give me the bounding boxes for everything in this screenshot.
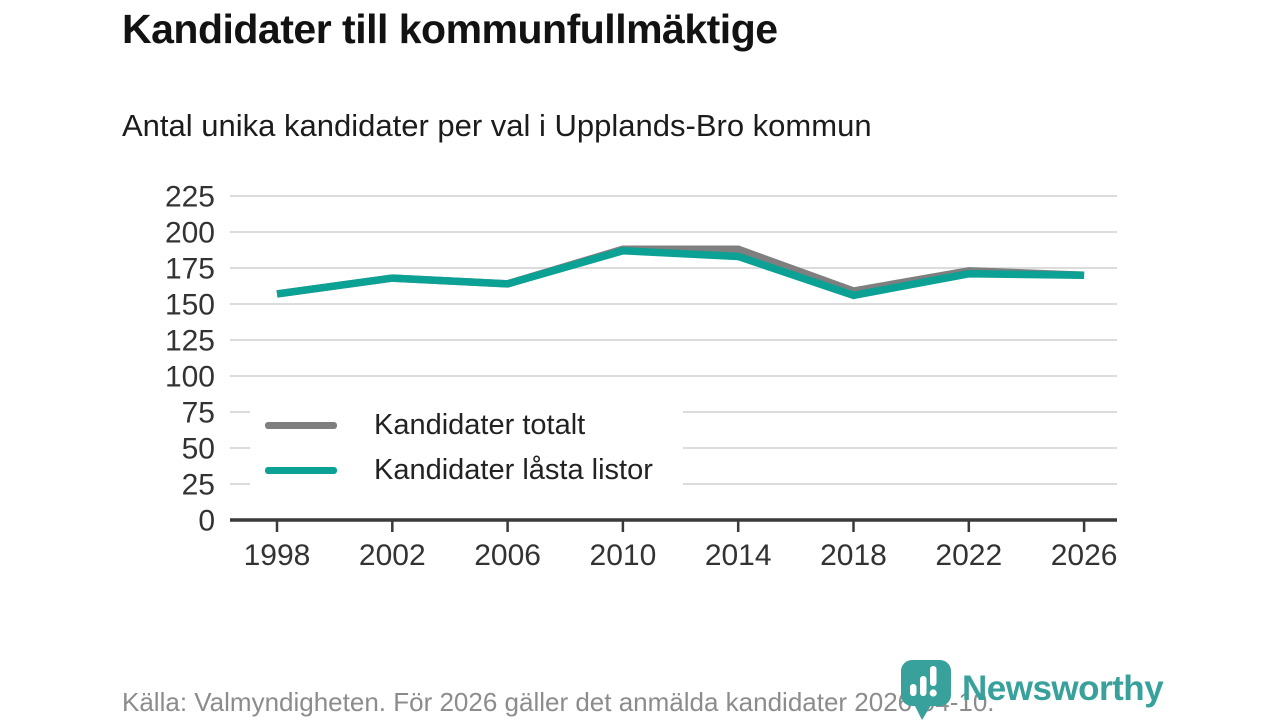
svg-text:1998: 1998 bbox=[244, 539, 311, 572]
legend-label: Kandidater låsta listor bbox=[374, 453, 653, 486]
svg-text:225: 225 bbox=[165, 181, 215, 214]
svg-text:25: 25 bbox=[182, 469, 215, 502]
x-axis-labels: 1998 2002 2006 2010 2014 2018 2022 2026 bbox=[244, 539, 1118, 572]
svg-text:50: 50 bbox=[182, 433, 215, 466]
svg-text:75: 75 bbox=[182, 397, 215, 430]
chart-subtitle: Antal unika kandidater per val i Uppland… bbox=[122, 108, 872, 143]
svg-text:2014: 2014 bbox=[705, 539, 772, 572]
newsworthy-mark-icon bbox=[901, 660, 951, 720]
legend-swatch bbox=[265, 421, 337, 429]
svg-text:2018: 2018 bbox=[820, 539, 887, 572]
svg-text:2010: 2010 bbox=[590, 539, 657, 572]
svg-text:2006: 2006 bbox=[474, 539, 541, 572]
logo-bars bbox=[910, 666, 937, 697]
svg-text:2002: 2002 bbox=[359, 539, 426, 572]
page-title: Kandidater till kommunfullmäktige bbox=[122, 6, 778, 52]
x-axis bbox=[230, 518, 1117, 532]
legend-label: Kandidater totalt bbox=[374, 408, 586, 441]
legend-item-total: Kandidater totalt bbox=[250, 404, 683, 446]
svg-text:125: 125 bbox=[165, 325, 215, 358]
svg-text:200: 200 bbox=[165, 217, 215, 250]
svg-text:2022: 2022 bbox=[935, 539, 1002, 572]
legend-swatch bbox=[265, 466, 337, 474]
newsworthy-logo: Newsworthy bbox=[899, 658, 1164, 720]
svg-text:2026: 2026 bbox=[1051, 539, 1118, 572]
newsworthy-wordmark: Newsworthy bbox=[962, 669, 1164, 708]
chart-legend: Kandidater totalt Kandidater låsta listo… bbox=[250, 400, 683, 497]
svg-text:100: 100 bbox=[165, 361, 215, 394]
legend-item-locked-lists: Kandidater låsta listor bbox=[250, 449, 683, 491]
svg-text:150: 150 bbox=[165, 289, 215, 322]
svg-text:0: 0 bbox=[198, 505, 215, 538]
series-line-1 bbox=[276, 246, 1085, 300]
source-note: Källa: Valmyndigheten. För 2026 gäller d… bbox=[122, 687, 995, 717]
svg-text:175: 175 bbox=[165, 253, 215, 286]
